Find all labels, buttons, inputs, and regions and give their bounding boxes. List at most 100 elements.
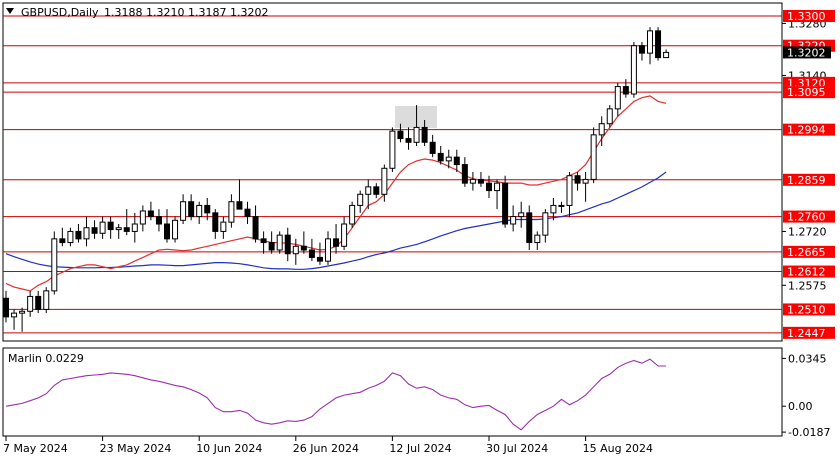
candle-body-bull xyxy=(534,234,541,244)
candle[interactable] xyxy=(510,205,517,232)
candle[interactable] xyxy=(3,290,9,323)
candle[interactable] xyxy=(51,231,58,295)
candle[interactable] xyxy=(220,216,227,239)
candle[interactable] xyxy=(19,307,26,332)
candle[interactable] xyxy=(421,120,428,146)
candle[interactable] xyxy=(381,164,388,202)
candle[interactable] xyxy=(164,209,170,243)
candle[interactable] xyxy=(655,27,662,61)
candle[interactable] xyxy=(494,179,501,210)
candle[interactable] xyxy=(341,216,348,250)
candle[interactable] xyxy=(300,231,307,254)
candle[interactable] xyxy=(614,82,621,117)
candle[interactable] xyxy=(445,149,452,169)
candle[interactable] xyxy=(268,231,275,254)
candle-body-bull xyxy=(228,201,235,223)
candle[interactable] xyxy=(75,224,82,243)
candle[interactable] xyxy=(349,201,356,228)
candle[interactable] xyxy=(180,194,187,224)
candle[interactable] xyxy=(139,205,146,232)
candle[interactable] xyxy=(453,149,460,172)
candle[interactable] xyxy=(276,231,283,254)
candle[interactable] xyxy=(123,209,130,236)
candle[interactable] xyxy=(59,227,66,247)
candle[interactable] xyxy=(469,172,476,191)
candle[interactable] xyxy=(131,212,138,243)
candle[interactable] xyxy=(405,127,412,150)
candle[interactable] xyxy=(389,127,396,172)
candle[interactable] xyxy=(333,224,340,254)
candle[interactable] xyxy=(155,209,162,232)
level-label-bg xyxy=(783,76,835,89)
candle[interactable] xyxy=(252,205,259,243)
candle[interactable] xyxy=(67,227,74,247)
candle[interactable] xyxy=(606,105,613,128)
candle[interactable] xyxy=(35,290,42,314)
candle[interactable] xyxy=(477,172,484,187)
candle[interactable] xyxy=(260,231,267,254)
candle[interactable] xyxy=(542,209,549,243)
candle[interactable] xyxy=(502,175,509,228)
candle-body-bear xyxy=(155,216,162,225)
candle[interactable] xyxy=(172,216,179,243)
candle[interactable] xyxy=(566,172,573,217)
candle[interactable] xyxy=(325,231,331,265)
candle[interactable] xyxy=(316,242,323,265)
candle[interactable] xyxy=(204,198,211,221)
level-label: 1.2447 xyxy=(787,327,826,340)
candle[interactable] xyxy=(91,220,98,239)
candle[interactable] xyxy=(188,194,195,221)
candle[interactable] xyxy=(486,175,492,198)
candle[interactable] xyxy=(284,227,291,262)
candle[interactable] xyxy=(11,309,18,330)
candle[interactable] xyxy=(27,290,34,317)
candle[interactable] xyxy=(518,201,525,228)
candle-body-bear xyxy=(574,175,581,184)
candle-body-bull xyxy=(518,212,525,218)
candle[interactable] xyxy=(212,209,219,239)
candle[interactable] xyxy=(598,116,605,146)
candle[interactable] xyxy=(228,194,235,228)
candle[interactable] xyxy=(526,205,533,250)
time-tick-label: 15 Aug 2024 xyxy=(583,442,653,455)
candle[interactable] xyxy=(647,27,653,65)
collapse-triangle-icon[interactable] xyxy=(6,8,14,14)
candle[interactable] xyxy=(83,216,90,247)
candle[interactable] xyxy=(429,134,436,158)
candle[interactable] xyxy=(663,49,670,59)
candle[interactable] xyxy=(582,172,589,202)
candle[interactable] xyxy=(357,190,364,213)
candle[interactable] xyxy=(244,201,251,224)
oscillator-pane[interactable]: 0.0345 0.00 -0.0187 Marlin 0.0229 xyxy=(2,347,830,439)
candle[interactable] xyxy=(292,238,299,265)
candle[interactable] xyxy=(308,238,315,262)
candle[interactable] xyxy=(534,231,541,250)
candle[interactable] xyxy=(365,179,372,210)
candle[interactable] xyxy=(107,216,114,239)
osc-tick-label: 0.00 xyxy=(788,400,813,413)
candle[interactable] xyxy=(550,198,557,221)
candle[interactable] xyxy=(461,157,468,187)
candle[interactable] xyxy=(397,123,404,143)
candle[interactable] xyxy=(115,224,122,239)
candle[interactable] xyxy=(147,201,154,221)
candle-body-bear xyxy=(244,208,251,218)
candle[interactable] xyxy=(630,42,637,98)
candle[interactable] xyxy=(43,287,50,314)
candle[interactable] xyxy=(574,172,581,191)
candle[interactable] xyxy=(558,201,565,213)
candle[interactable] xyxy=(196,201,203,224)
candle[interactable] xyxy=(622,79,629,98)
candle-body-bull xyxy=(663,51,670,59)
candle[interactable] xyxy=(590,127,597,184)
candle-body-bear xyxy=(164,223,170,240)
candle[interactable] xyxy=(437,146,444,165)
candle[interactable] xyxy=(373,183,380,198)
candle[interactable] xyxy=(99,216,106,239)
candle[interactable] xyxy=(413,105,420,146)
candle[interactable] xyxy=(236,179,243,210)
candle-body-bear xyxy=(421,126,428,143)
candle[interactable] xyxy=(638,42,645,61)
